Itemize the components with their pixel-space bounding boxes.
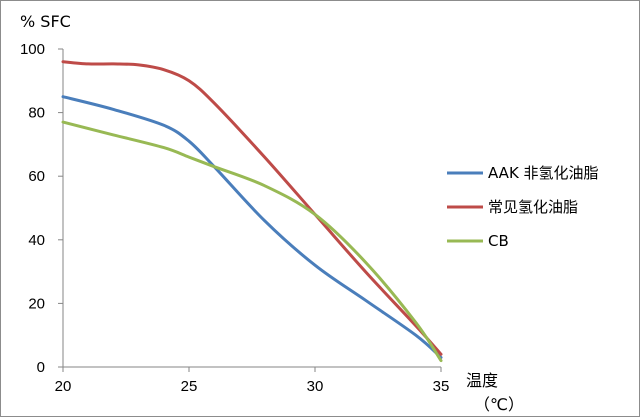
y-tick-label: 20 (28, 295, 45, 312)
x-ticks: 20 25 30 35 (55, 367, 450, 395)
legend-label-2: 常见氢化油脂 (488, 198, 578, 216)
y-ticks: 0 20 40 60 80 100 (20, 41, 63, 376)
legend-label-1: AAK 非氢化油脂 (488, 164, 599, 182)
x-axis-title-line1: 温度 (466, 371, 498, 390)
y-tick-label: 0 (37, 359, 45, 376)
x-axis-title-line2: （℃） (474, 395, 524, 414)
y-tick-label: 100 (20, 41, 45, 58)
x-tick-label: 25 (181, 378, 198, 395)
legend-label-3: CB (488, 232, 509, 250)
series-line-3 (61, 120, 443, 363)
x-tick-label: 30 (307, 378, 324, 395)
y-tick-label: 40 (28, 232, 45, 249)
y-tick-label: 80 (28, 105, 45, 122)
x-tick-label: 35 (433, 378, 450, 395)
series-line-2 (61, 60, 443, 356)
x-tick-label: 20 (55, 378, 72, 395)
series-lines (61, 60, 443, 363)
y-axis-title: % SFC (20, 12, 71, 31)
series-line-1 (61, 95, 443, 359)
y-tick-label: 60 (28, 168, 45, 185)
